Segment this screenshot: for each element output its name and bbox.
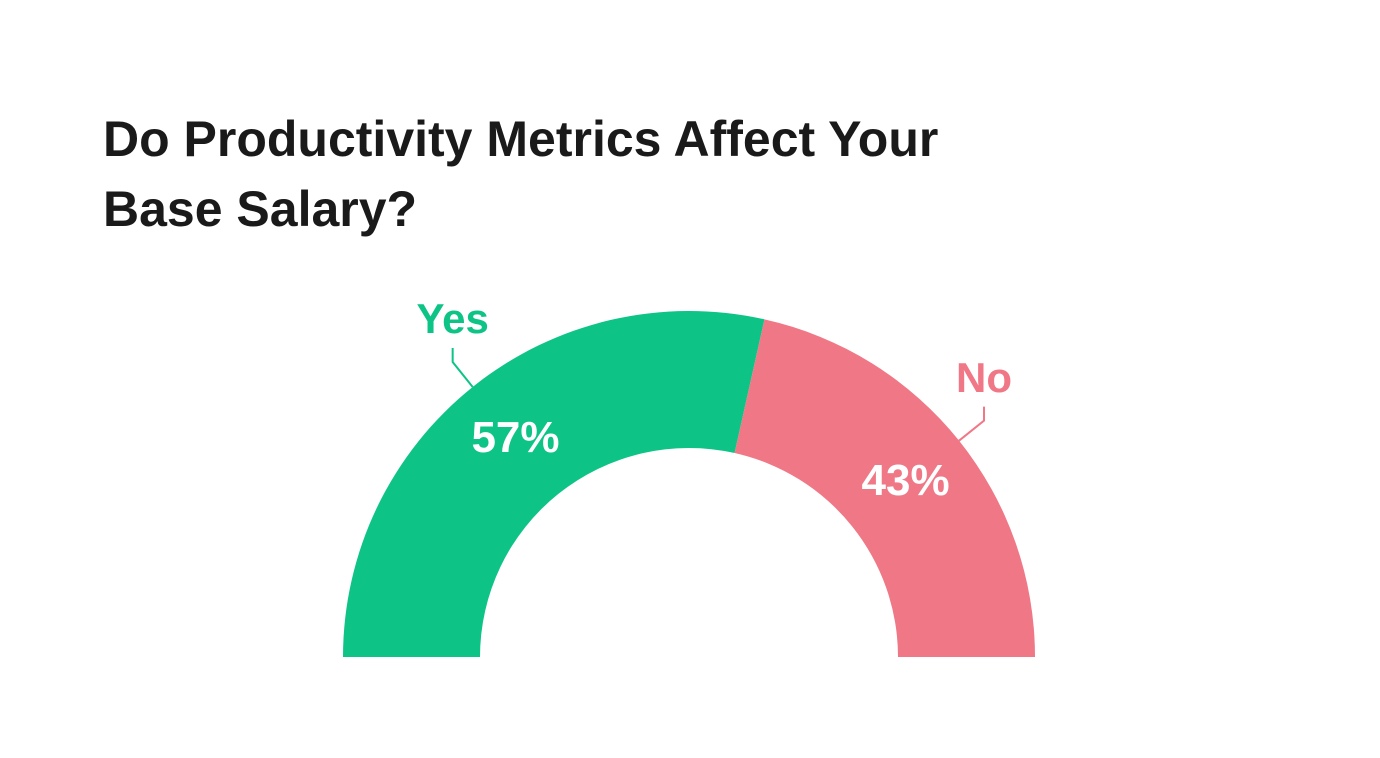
- leader-line: [958, 406, 986, 442]
- value-label: 43%: [862, 456, 950, 505]
- leader-line: [451, 347, 474, 388]
- category-label: No: [956, 354, 1012, 401]
- slice: [343, 311, 765, 657]
- slice: [734, 319, 1035, 657]
- value-label: 57%: [471, 413, 559, 462]
- chart-title: Do Productivity Metrics Affect Your Base…: [103, 111, 939, 237]
- category-label: Yes: [416, 295, 488, 342]
